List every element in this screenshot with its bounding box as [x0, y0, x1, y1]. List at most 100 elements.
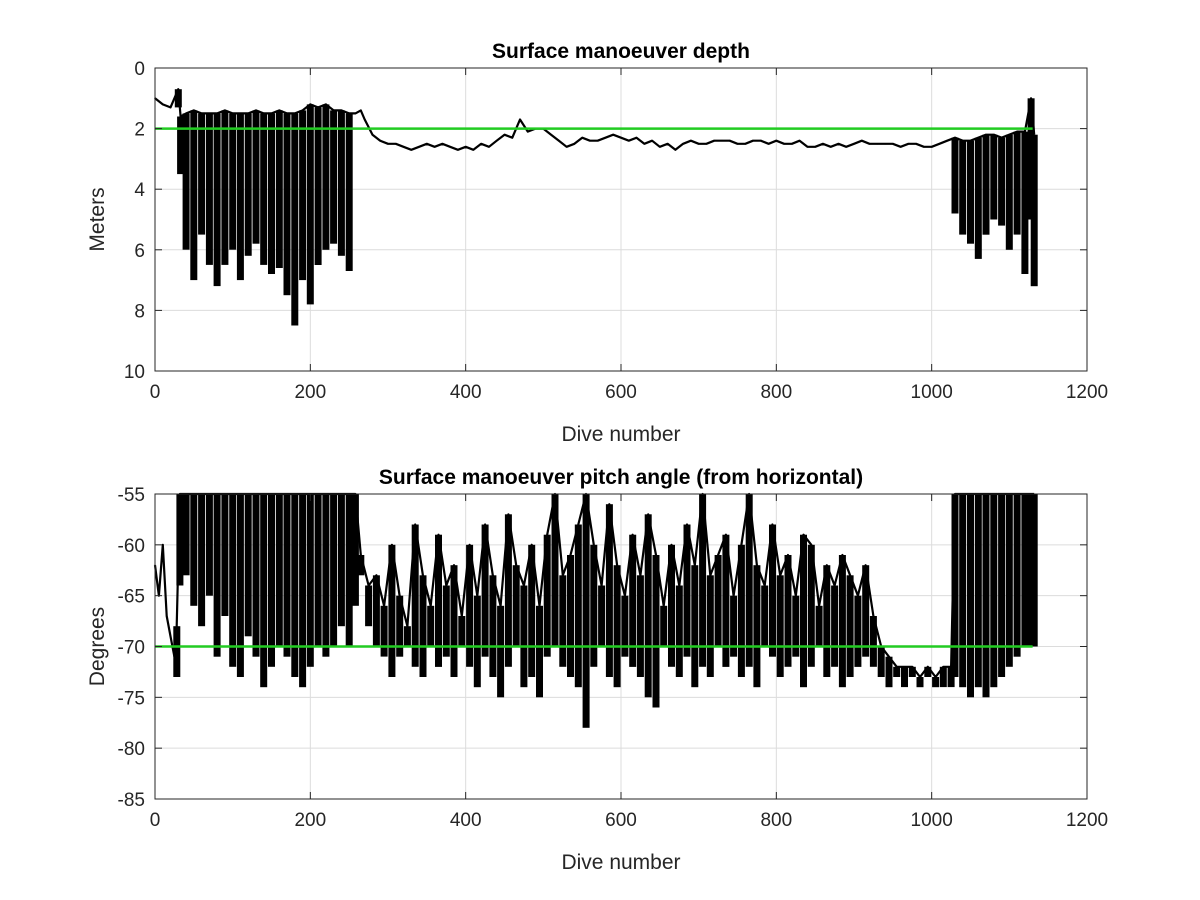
data-point [173, 626, 181, 677]
data-point [1013, 494, 1021, 657]
data-point [901, 666, 908, 688]
data-point [380, 605, 388, 657]
x-axis-label: Dive number [561, 423, 680, 446]
data-point [411, 524, 419, 667]
data-point [283, 494, 291, 657]
data-point [345, 113, 353, 272]
data-point [745, 494, 753, 667]
x-tick-label: 400 [450, 382, 482, 403]
data-point [668, 544, 675, 667]
data-point [450, 565, 458, 677]
y-tick-label: 4 [134, 180, 145, 201]
data-point [388, 544, 396, 677]
data-point [823, 565, 831, 677]
x-tick-label: 1000 [911, 810, 953, 831]
data-point [427, 605, 435, 647]
data-point [877, 646, 885, 677]
data-point [458, 616, 466, 647]
data-point [951, 137, 959, 214]
data-point [291, 494, 299, 677]
data-series [153, 492, 1038, 728]
data-point [466, 544, 474, 667]
data-point [691, 565, 699, 688]
data-point [419, 575, 427, 677]
data-point [236, 494, 244, 677]
data-point [221, 110, 229, 265]
data-point [807, 544, 815, 667]
data-point [365, 585, 373, 627]
data-point [629, 534, 637, 667]
data-point [769, 524, 776, 657]
data-point [784, 555, 792, 667]
y-tick-label: -70 [118, 638, 145, 659]
data-point [345, 494, 353, 647]
x-tick-label: 800 [760, 382, 792, 403]
data-point [299, 110, 307, 281]
data-point [229, 494, 237, 667]
data-point [337, 494, 345, 627]
data-point [990, 494, 998, 688]
depth-chart: 0 200 400 600 800 1000 1200 0 2 4 6 8 10 Surface mano… [86, 40, 1108, 446]
data-point [497, 605, 505, 698]
data-point [551, 494, 559, 647]
data-point [205, 494, 213, 596]
data-point [283, 113, 291, 296]
data-point [229, 113, 237, 250]
data-point [753, 565, 761, 688]
data-point [528, 544, 536, 677]
data-point [1005, 494, 1013, 667]
data-point [939, 666, 947, 688]
data-point [951, 494, 959, 677]
data-point [998, 494, 1006, 677]
y-axis-label: Meters [86, 187, 109, 251]
y-tick-label: 8 [134, 301, 145, 322]
data-point [605, 504, 613, 677]
data-point [198, 494, 206, 627]
data-point [221, 494, 229, 616]
data-point [244, 113, 252, 256]
data-point [846, 575, 854, 677]
data-point [481, 524, 489, 657]
y-tick-label: 0 [134, 59, 145, 80]
x-tick-label: 800 [760, 810, 792, 831]
data-point [675, 585, 683, 677]
data-point [252, 494, 260, 657]
data-point [322, 104, 330, 250]
data-point [205, 113, 213, 265]
data-point [699, 494, 707, 667]
data-point [982, 134, 990, 235]
data-point [520, 585, 528, 688]
data-point [916, 677, 924, 688]
data-point [330, 494, 338, 647]
y-tick-label: -75 [118, 688, 145, 709]
data-point [974, 137, 982, 259]
data-point [330, 110, 338, 244]
data-point [815, 605, 823, 647]
y-tick-label: 2 [134, 120, 145, 141]
data-point [473, 595, 481, 688]
data-point [838, 555, 846, 688]
data-point [982, 494, 990, 698]
data-point [1021, 494, 1029, 647]
data-point [244, 494, 252, 637]
data-point [314, 107, 322, 266]
data-point [190, 494, 198, 606]
data-point [998, 137, 1006, 226]
data-point [869, 616, 877, 667]
y-tick-label: 6 [134, 241, 145, 262]
data-point [198, 113, 206, 235]
y-axis-label: Degrees [86, 607, 109, 686]
data-point [351, 494, 359, 606]
data-point [636, 575, 644, 677]
data-point [908, 666, 916, 677]
data-point [652, 555, 660, 708]
data-point [291, 113, 299, 326]
chart-title: Surface manoeuver pitch angle (from hori… [379, 466, 863, 489]
data-point [260, 494, 268, 688]
y-tick-label: -60 [118, 536, 145, 557]
data-point [959, 140, 967, 235]
x-tick-label: 600 [605, 382, 637, 403]
data-point [1005, 134, 1013, 250]
data-point [800, 534, 807, 688]
